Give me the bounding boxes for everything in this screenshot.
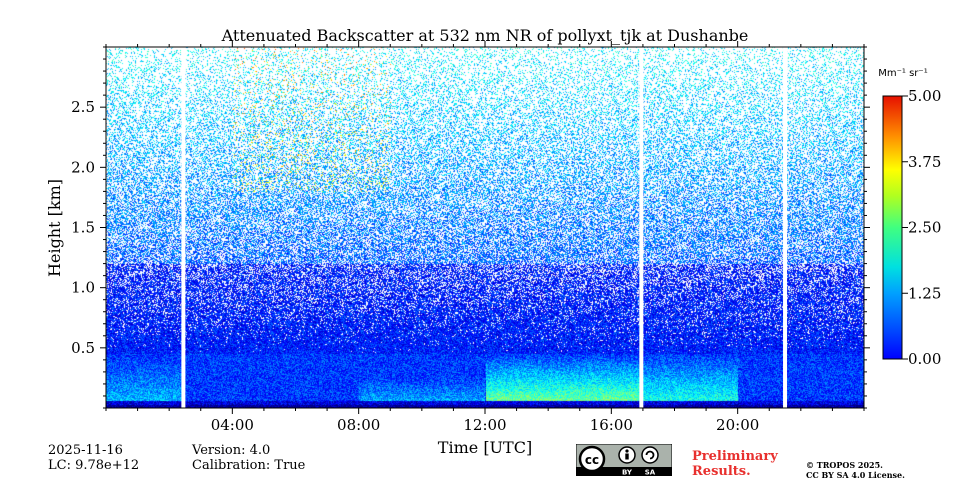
footer-mid: Version: 4.0 Calibration: True: [192, 443, 305, 473]
x-tick-label: 04:00: [211, 416, 254, 434]
lc-text: LC: 9.78e+12: [48, 458, 140, 473]
y-axis-ticks: 0.5 1.0 1.5 2.0 2.5: [71, 46, 870, 409]
data-gaps: [181, 47, 788, 408]
preliminary-line2: Results.: [692, 464, 751, 479]
chart-title: Attenuated Backscatter at 532 nm NR of p…: [221, 26, 749, 45]
license-by-text: BY: [622, 469, 633, 477]
heatmap-raster: [106, 47, 864, 408]
colorbar-tick-label: 1.25: [908, 284, 941, 302]
colorbar: [882, 95, 903, 360]
cc-icon: cc: [578, 445, 606, 473]
preliminary-line1: Preliminary: [692, 449, 778, 464]
x-tick-label: 08:00: [337, 416, 380, 434]
copyright-line1: © TROPOS 2025.: [806, 460, 883, 470]
x-tick-label: 20:00: [716, 416, 759, 434]
version-text: Version: 4.0: [192, 443, 271, 458]
data-gap-2: [783, 47, 788, 408]
y-axis-label: Height [km]: [45, 179, 64, 277]
calibration-text: Calibration: True: [192, 458, 306, 473]
svg-text:cc: cc: [585, 453, 599, 467]
data-gap-0: [181, 47, 186, 408]
cc-license-badge: cc BY SA: [576, 444, 672, 476]
colorbar-tick-label: 0.00: [908, 350, 941, 368]
sa-share-icon: [641, 446, 659, 464]
by-person-icon: [618, 446, 636, 464]
preliminary-results-text: Preliminary Results.: [692, 449, 778, 479]
colorbar-tick-label: 2.50: [908, 219, 941, 237]
heatmap-image: [106, 47, 864, 408]
colorbar-tick-label: 5.00: [908, 87, 941, 105]
x-axis-ticks: 04:00 08:00 12:00 16:00 20:00: [105, 41, 865, 434]
license-sa-text: SA: [645, 469, 656, 477]
colorbar-unit-label: Mm⁻¹ sr⁻¹: [878, 68, 927, 79]
copyright-text: © TROPOS 2025. CC BY SA 4.0 License.: [806, 460, 905, 480]
footer-left: 2025-11-16 LC: 9.78e+12: [48, 443, 139, 473]
x-tick-label: 12:00: [463, 416, 506, 434]
date-text: 2025-11-16: [48, 443, 123, 458]
colorbar-ticks: 0.00 1.25 2.50 3.75 5.00: [902, 87, 941, 368]
colorbar-tick-label: 3.75: [908, 153, 941, 171]
y-tick-label: 2.0: [71, 158, 95, 176]
data-gap-1: [639, 47, 644, 408]
y-tick-label: 0.5: [71, 339, 95, 357]
y-tick-label: 2.5: [71, 98, 95, 116]
x-tick-label: 16:00: [590, 416, 633, 434]
copyright-line2: CC BY SA 4.0 License.: [806, 470, 905, 480]
y-tick-label: 1.5: [71, 219, 95, 237]
y-tick-label: 1.0: [71, 279, 95, 297]
x-axis-label: Time [UTC]: [438, 438, 532, 457]
